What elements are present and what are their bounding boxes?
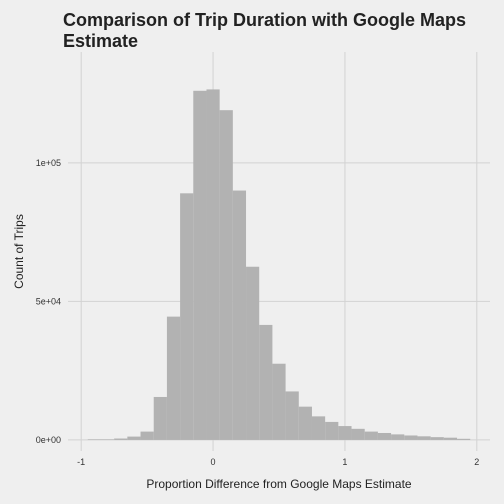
- histogram-bar: [166, 316, 181, 440]
- x-tick-label: 1: [342, 457, 347, 467]
- histogram-bar: [443, 437, 458, 440]
- histogram-bar: [259, 324, 273, 440]
- x-axis-title: Proportion Difference from Google Maps E…: [146, 477, 412, 491]
- y-tick-label: 1e+05: [36, 158, 61, 168]
- histogram-bar: [391, 434, 405, 440]
- histogram-bar: [311, 416, 326, 440]
- histogram-bar: [114, 438, 128, 440]
- histogram-bar: [153, 396, 167, 440]
- histogram-bar: [430, 437, 444, 440]
- histogram-bar: [219, 110, 233, 440]
- histogram-bar: [87, 439, 101, 440]
- tick-labels: -1 0 1 2 0e+00 5e+04 1e+05: [36, 158, 480, 467]
- histogram-bar: [206, 89, 220, 440]
- histogram-bar: [364, 431, 378, 440]
- histogram-bar: [404, 435, 418, 440]
- x-tick-label: -1: [77, 457, 85, 467]
- histogram-bar: [193, 90, 207, 440]
- histogram-bar: [127, 436, 141, 440]
- histogram-bar: [272, 363, 286, 440]
- histogram-bar: [417, 436, 431, 440]
- histogram-bar: [457, 438, 471, 440]
- y-tick-label: 5e+04: [36, 296, 61, 306]
- histogram-bar: [298, 406, 312, 440]
- chart-title: Comparison of Trip Duration with Google …: [63, 10, 467, 51]
- histogram-bar: [180, 193, 194, 440]
- histogram-bar: [338, 426, 352, 440]
- histogram-bar: [232, 190, 247, 440]
- histogram-bar: [325, 421, 339, 440]
- x-tick-label: 0: [211, 457, 216, 467]
- histogram-bar: [100, 439, 115, 440]
- histogram-bars: [87, 89, 471, 440]
- x-tick-label: 2: [474, 457, 479, 467]
- histogram-bar: [140, 431, 154, 440]
- histogram-bar: [285, 391, 299, 440]
- histogram-bar: [351, 428, 365, 440]
- histogram-bar: [377, 432, 392, 440]
- histogram-bar: [246, 266, 260, 440]
- y-axis-title: Count of Trips: [12, 214, 26, 289]
- y-tick-label: 0e+00: [36, 435, 61, 445]
